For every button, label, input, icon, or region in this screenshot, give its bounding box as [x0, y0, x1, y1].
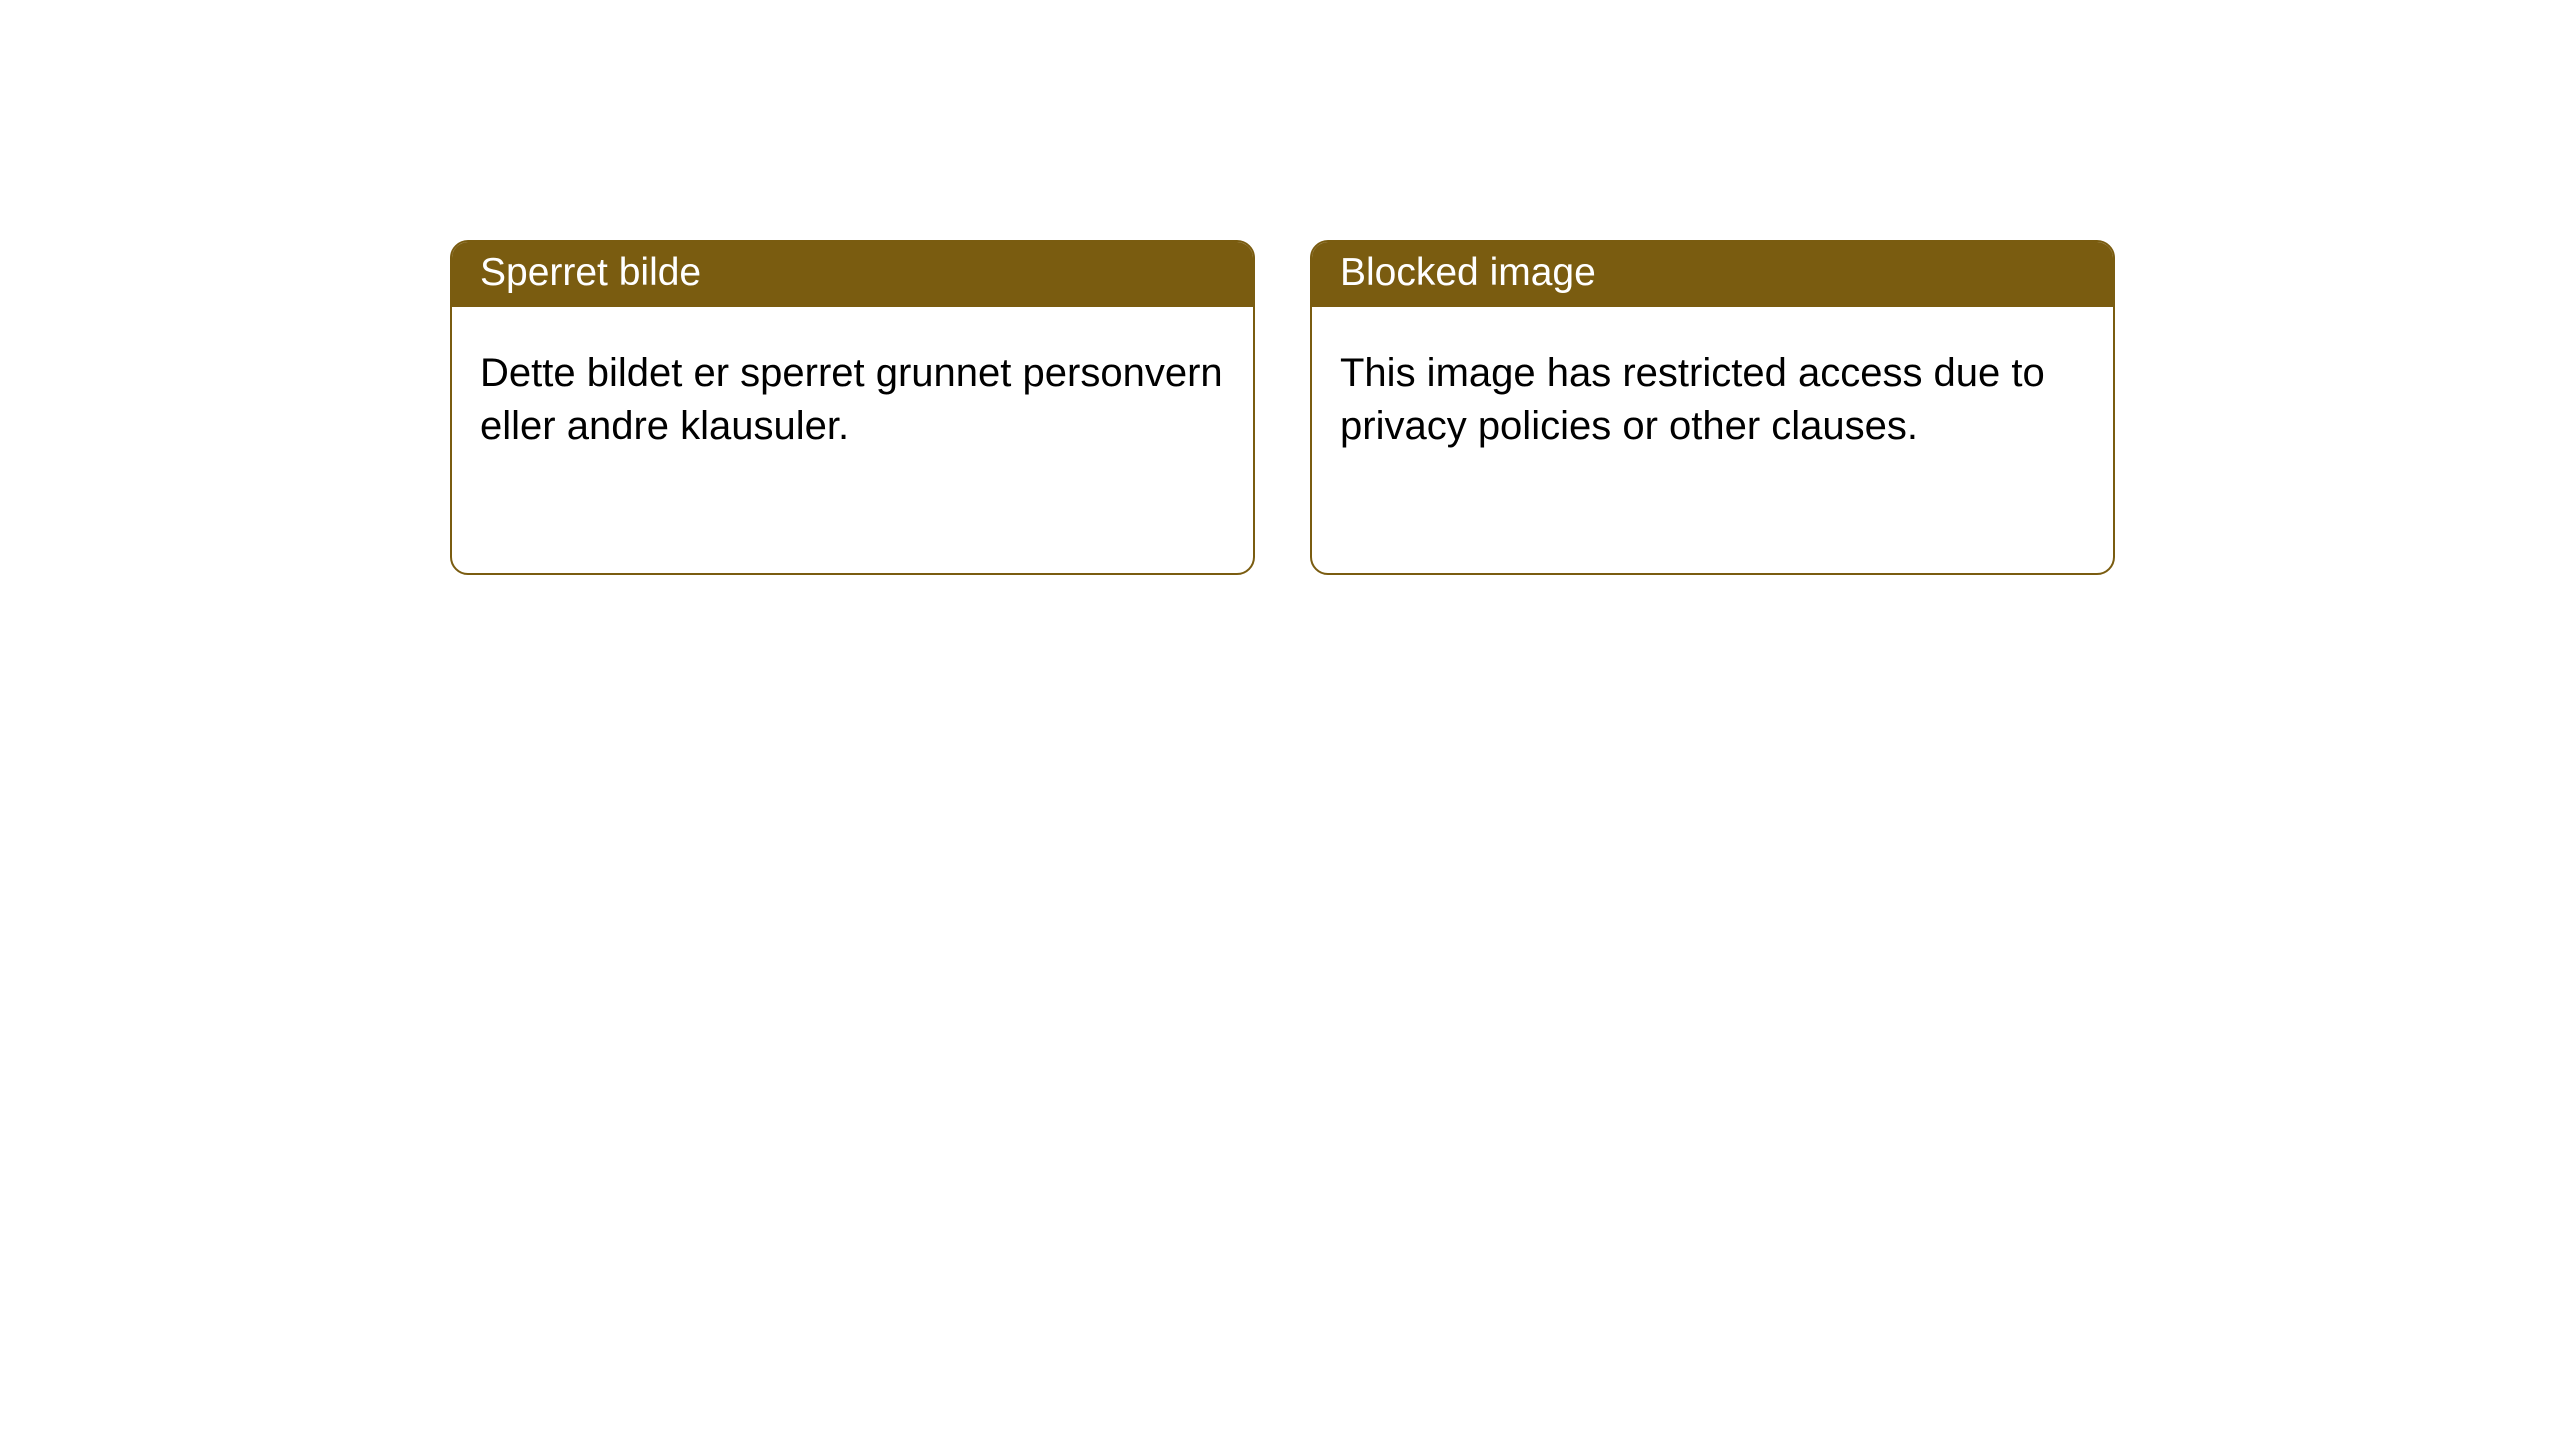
notice-card-norwegian: Sperret bilde Dette bildet er sperret gr… — [450, 240, 1255, 575]
notice-card-body: This image has restricted access due to … — [1312, 307, 2113, 481]
notice-card-message: Dette bildet er sperret grunnet personve… — [480, 351, 1223, 448]
notice-card-english: Blocked image This image has restricted … — [1310, 240, 2115, 575]
notice-card-title: Sperret bilde — [480, 251, 701, 294]
notice-card-body: Dette bildet er sperret grunnet personve… — [452, 307, 1253, 481]
notice-card-message: This image has restricted access due to … — [1340, 351, 2045, 448]
notice-card-title: Blocked image — [1340, 251, 1596, 294]
notice-card-header: Blocked image — [1312, 242, 2113, 307]
notice-card-header: Sperret bilde — [452, 242, 1253, 307]
notice-cards-row: Sperret bilde Dette bildet er sperret gr… — [0, 0, 2560, 575]
